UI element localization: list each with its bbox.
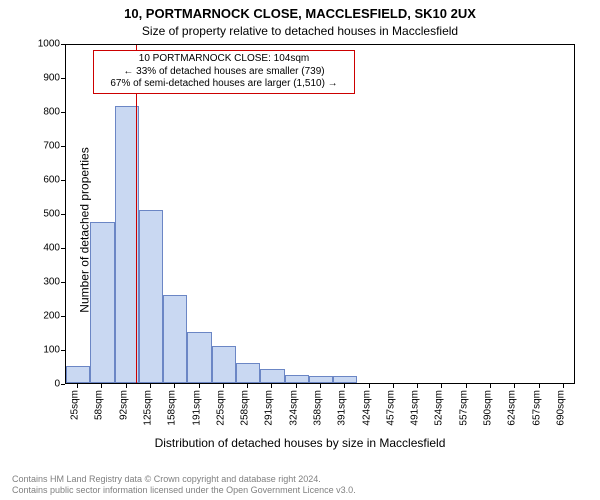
x-tick-mark [126, 384, 127, 388]
histogram-bar [66, 366, 90, 383]
y-tick-label: 0 [10, 379, 60, 390]
y-tick-label: 300 [10, 277, 60, 288]
histogram-bar [236, 363, 260, 383]
x-tick-mark [539, 384, 540, 388]
info-line-3: 67% of semi-detached houses are larger (… [98, 78, 350, 91]
page-subtitle: Size of property relative to detached ho… [0, 24, 600, 38]
x-tick-label: 358sqm [313, 390, 324, 426]
histogram-bar [333, 376, 357, 383]
y-tick-label: 400 [10, 243, 60, 254]
histogram-bar [90, 222, 114, 384]
y-tick-mark [61, 282, 65, 283]
plot-area [65, 44, 575, 384]
x-tick-label: 125sqm [143, 390, 154, 426]
y-tick-mark [61, 316, 65, 317]
footer-attribution: Contains HM Land Registry data © Crown c… [12, 474, 356, 497]
x-tick-mark [393, 384, 394, 388]
footer-line-1: Contains HM Land Registry data © Crown c… [12, 474, 356, 485]
histogram-bar [285, 375, 309, 384]
y-tick-mark [61, 384, 65, 385]
y-tick-mark [61, 44, 65, 45]
x-tick-label: 58sqm [94, 390, 105, 420]
x-tick-mark [296, 384, 297, 388]
info-line-2: ← 33% of detached houses are smaller (73… [98, 66, 350, 79]
x-tick-label: 25sqm [70, 390, 81, 420]
x-axis-label: Distribution of detached houses by size … [0, 436, 600, 450]
x-tick-label: 524sqm [434, 390, 445, 426]
x-tick-label: 657sqm [531, 390, 542, 426]
x-tick-label: 424sqm [361, 390, 372, 426]
x-tick-mark [344, 384, 345, 388]
histogram-bar [139, 210, 163, 383]
x-tick-label: 391sqm [337, 390, 348, 426]
x-tick-mark [320, 384, 321, 388]
x-tick-label: 158sqm [167, 390, 178, 426]
x-tick-mark [369, 384, 370, 388]
histogram-bar [187, 332, 211, 383]
x-tick-mark [514, 384, 515, 388]
y-tick-label: 900 [10, 73, 60, 84]
y-tick-mark [61, 248, 65, 249]
x-tick-label: 690sqm [555, 390, 566, 426]
x-tick-mark [490, 384, 491, 388]
x-tick-label: 557sqm [458, 390, 469, 426]
y-tick-label: 500 [10, 209, 60, 220]
y-tick-label: 700 [10, 141, 60, 152]
x-tick-mark [441, 384, 442, 388]
x-tick-mark [101, 384, 102, 388]
x-tick-mark [247, 384, 248, 388]
y-tick-mark [61, 146, 65, 147]
x-tick-label: 324sqm [288, 390, 299, 426]
y-tick-label: 200 [10, 311, 60, 322]
histogram-bar [212, 346, 236, 383]
x-tick-label: 291sqm [264, 390, 275, 426]
info-box: 10 PORTMARNOCK CLOSE: 104sqm ← 33% of de… [93, 50, 355, 94]
x-tick-label: 191sqm [191, 390, 202, 426]
page-title: 10, PORTMARNOCK CLOSE, MACCLESFIELD, SK1… [0, 6, 600, 21]
x-tick-label: 258sqm [240, 390, 251, 426]
x-tick-mark [77, 384, 78, 388]
y-tick-label: 1000 [10, 39, 60, 50]
footer-line-2: Contains public sector information licen… [12, 485, 356, 496]
x-tick-label: 457sqm [385, 390, 396, 426]
info-line-1: 10 PORTMARNOCK CLOSE: 104sqm [98, 53, 350, 66]
y-tick-label: 800 [10, 107, 60, 118]
histogram-bar [260, 369, 284, 383]
x-tick-mark [271, 384, 272, 388]
x-tick-mark [223, 384, 224, 388]
page-root: 10, PORTMARNOCK CLOSE, MACCLESFIELD, SK1… [0, 0, 600, 500]
histogram-bar [163, 295, 187, 383]
y-tick-label: 100 [10, 345, 60, 356]
x-tick-label: 624sqm [507, 390, 518, 426]
x-tick-mark [199, 384, 200, 388]
x-tick-label: 225sqm [215, 390, 226, 426]
y-tick-label: 600 [10, 175, 60, 186]
histogram-bar [309, 376, 333, 383]
plot-inner [66, 45, 574, 383]
x-tick-mark [417, 384, 418, 388]
x-tick-mark [150, 384, 151, 388]
x-tick-label: 491sqm [410, 390, 421, 426]
y-tick-mark [61, 180, 65, 181]
x-tick-mark [563, 384, 564, 388]
y-tick-mark [61, 78, 65, 79]
reference-line [136, 45, 137, 383]
x-tick-label: 590sqm [483, 390, 494, 426]
x-tick-mark [466, 384, 467, 388]
y-tick-mark [61, 350, 65, 351]
x-tick-mark [174, 384, 175, 388]
x-tick-label: 92sqm [118, 390, 129, 420]
y-tick-mark [61, 214, 65, 215]
y-tick-mark [61, 112, 65, 113]
